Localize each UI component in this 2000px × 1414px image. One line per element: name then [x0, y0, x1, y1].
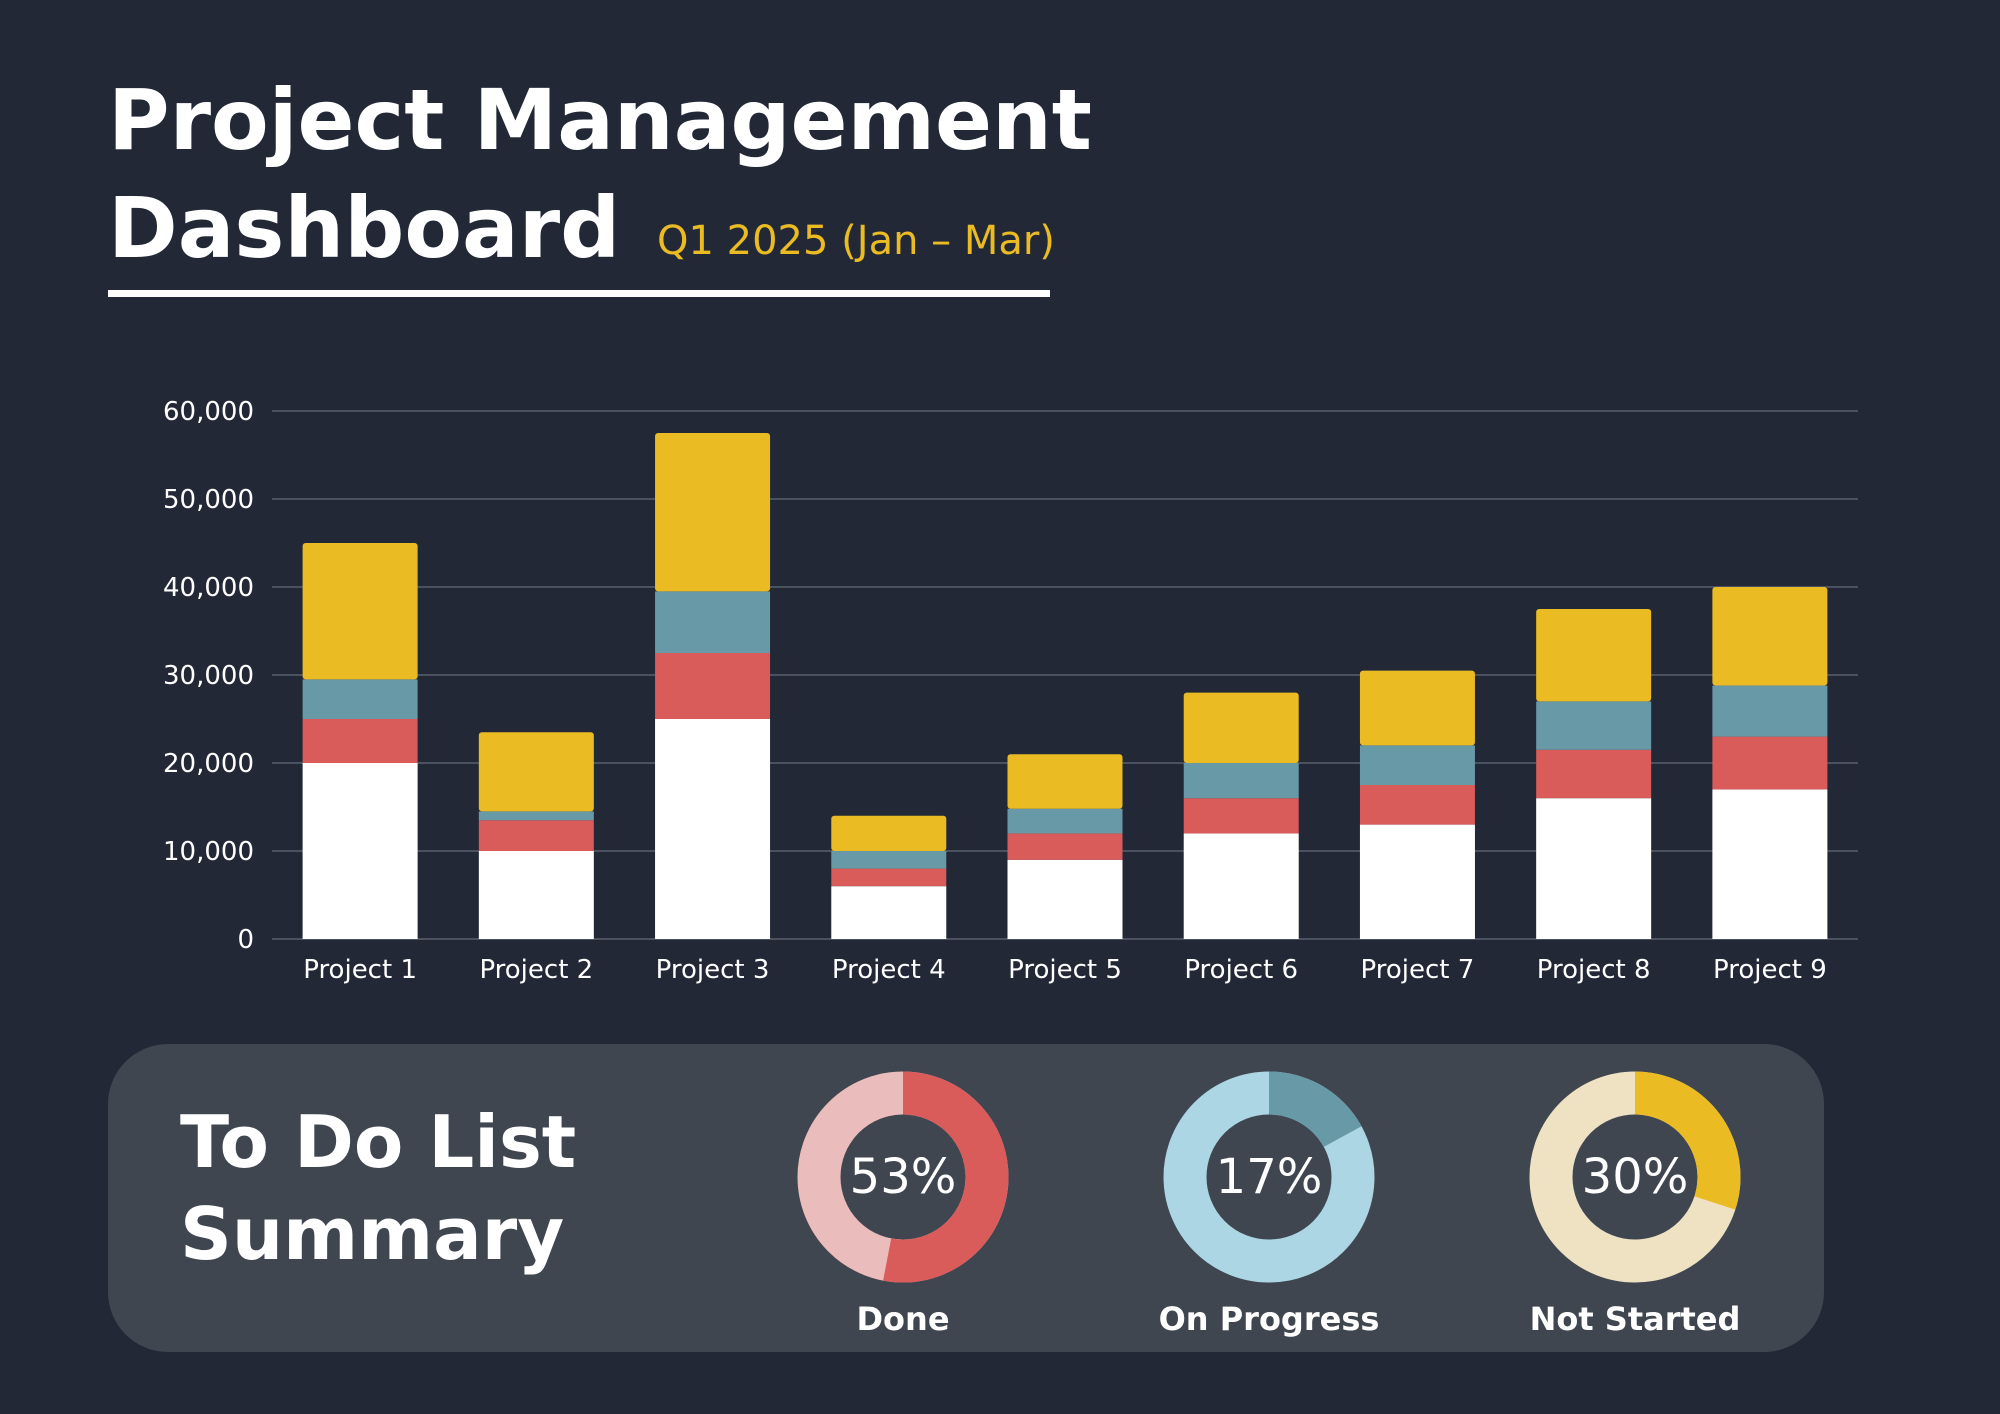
x-tick-label: Project 7: [1361, 955, 1475, 985]
label-layer: 0 10,000 20,000 30,000 40,000 50,000 60,000 Pro…: [163, 397, 1827, 985]
bar-project-4-segment-3: [831, 851, 947, 869]
y-tick-label: 30,000: [163, 661, 254, 691]
bar-project-5-segment-4: [1007, 754, 1123, 809]
donut-percent-done: 53%: [849, 1149, 957, 1205]
bar-project-1-segment-1: [302, 763, 418, 939]
bar-project-5-segment-2: [1007, 833, 1123, 860]
bar-project-2-segment-4: [478, 732, 594, 812]
page-subtitle: Q1 2025 (Jan – Mar): [657, 218, 1055, 264]
bar-project-7-segment-3: [1359, 745, 1475, 785]
donut-arc-not-started: [1529, 1071, 1741, 1283]
bar-project-1-segment-4: [302, 543, 418, 680]
bar-project-8-segment-3: [1536, 701, 1652, 750]
donut-done: [797, 1071, 1009, 1283]
bar-project-3-segment-2: [655, 653, 771, 719]
bar-project-4-segment-2: [831, 868, 947, 887]
y-tick-label: 40,000: [163, 573, 254, 603]
bar-project-1-segment-3: [302, 679, 418, 719]
y-tick-label: 0: [237, 925, 254, 955]
bar-project-2-segment-2: [478, 820, 594, 851]
bar-project-3-segment-1: [655, 719, 771, 939]
x-tick-label: Project 8: [1537, 955, 1651, 985]
bar-project-6-segment-2: [1183, 798, 1299, 834]
bar-project-8-segment-1: [1536, 798, 1652, 939]
y-tick-label: 50,000: [163, 485, 254, 515]
bar-project-7-segment-2: [1359, 785, 1475, 825]
donut-percent-not-started: 30%: [1581, 1149, 1689, 1205]
stacked-bar-chart: 0 10,000 20,000 30,000 40,000 50,000 60,000 Pro…: [163, 397, 1858, 985]
bar-project-5-segment-1: [1007, 859, 1123, 939]
x-tick-label: Project 4: [832, 955, 946, 985]
bar-project-4-segment-4: [831, 815, 947, 851]
page-title-line-2: Dashboard: [108, 179, 621, 277]
bar-project-5-segment-3: [1007, 808, 1123, 834]
donut-arc-done: [797, 1071, 1009, 1283]
y-tick-label: 10,000: [163, 837, 254, 867]
bar-project-7-segment-4: [1359, 670, 1475, 746]
x-tick-label: Project 1: [303, 955, 417, 985]
bar-project-2-segment-3: [478, 811, 594, 821]
x-tick-label: Project 6: [1184, 955, 1298, 985]
bar-project-8-segment-2: [1536, 749, 1652, 799]
donut-arc-on-progress: [1163, 1071, 1375, 1283]
bar-project-9-segment-3: [1712, 685, 1828, 737]
todo-title-line-1: To Do List: [180, 1100, 577, 1184]
bar-project-3-segment-4: [655, 433, 771, 592]
donut-label-on-progress: On Progress: [1158, 1300, 1380, 1338]
y-tick-label: 60,000: [163, 397, 254, 427]
donut-percent-on-progress: 17%: [1215, 1149, 1323, 1205]
bar-project-2-segment-1: [478, 851, 594, 939]
donut-on-progress: [1163, 1071, 1375, 1283]
bar-project-7-segment-1: [1359, 824, 1475, 939]
donut-label-done: Done: [856, 1300, 950, 1338]
bar-project-6-segment-4: [1183, 692, 1299, 763]
x-tick-label: Project 5: [1008, 955, 1122, 985]
page-title-line-1: Project Management: [108, 71, 1092, 169]
bar-project-8-segment-4: [1536, 609, 1652, 702]
bar-project-9-segment-2: [1712, 736, 1828, 790]
todo-title-line-2: Summary: [180, 1192, 565, 1276]
bar-project-9-segment-1: [1712, 789, 1828, 939]
x-tick-label: Project 3: [656, 955, 770, 985]
x-tick-label: Project 9: [1713, 955, 1827, 985]
bar-project-6-segment-1: [1183, 833, 1299, 939]
bar-project-3-segment-3: [655, 591, 771, 653]
title-underline: [108, 290, 1050, 297]
y-tick-label: 20,000: [163, 749, 254, 779]
bar-project-9-segment-4: [1712, 587, 1828, 686]
bar-project-1-segment-2: [302, 719, 418, 763]
bar-project-4-segment-1: [831, 886, 947, 939]
bar-project-6-segment-3: [1183, 763, 1299, 799]
donut-label-not-started: Not Started: [1529, 1300, 1741, 1338]
x-tick-label: Project 2: [479, 955, 593, 985]
bar-layer: [302, 433, 1828, 939]
donut-not-started: [1529, 1071, 1741, 1283]
